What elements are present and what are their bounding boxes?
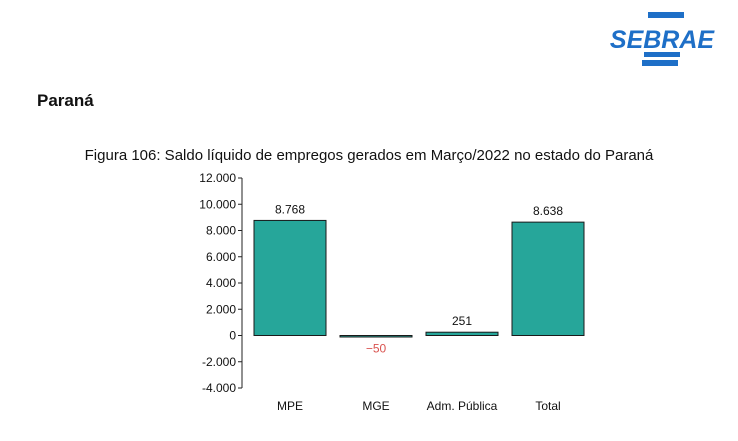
category-label: MGE <box>362 399 389 413</box>
logo-text: SEBRAE <box>610 26 716 54</box>
chart-title: Figura 106: Saldo líquido de empregos ge… <box>84 147 654 164</box>
y-axis: 12.000 10.000 8.000 6.000 4.000 2.000 0 -2.000 -… <box>199 171 243 395</box>
y-tick-label: 4.000 <box>206 276 236 290</box>
y-tick-label: 12.000 <box>199 171 236 185</box>
data-label: 251 <box>452 314 472 328</box>
y-tick-label: 0 <box>229 329 236 343</box>
category-label: Adm. Pública <box>427 399 498 413</box>
sebrae-logo: SEBRAE <box>610 12 716 66</box>
labels: 8.768 MPE −50 MGE 251 Adm. Pública 8.638 Total <box>275 202 563 413</box>
bar-adm-p-blica <box>425 331 499 337</box>
bar-total <box>511 221 585 336</box>
section-title: Paraná <box>37 91 94 110</box>
data-label: 8.768 <box>275 202 305 216</box>
y-tick-label: 10.000 <box>199 197 236 211</box>
data-label: 8.638 <box>533 204 563 218</box>
category-label: MPE <box>277 399 303 413</box>
bar-mpe <box>253 219 327 336</box>
y-tick-label: 8.000 <box>206 224 236 238</box>
y-tick-label: 2.000 <box>206 302 236 316</box>
bar-mge <box>339 335 413 338</box>
y-tick-label: -2.000 <box>202 355 236 369</box>
category-label: Total <box>535 399 560 413</box>
y-tick-label: 6.000 <box>206 250 236 264</box>
data-label: −50 <box>366 342 387 356</box>
bars <box>253 219 585 338</box>
y-tick-label: -4.000 <box>202 381 236 395</box>
